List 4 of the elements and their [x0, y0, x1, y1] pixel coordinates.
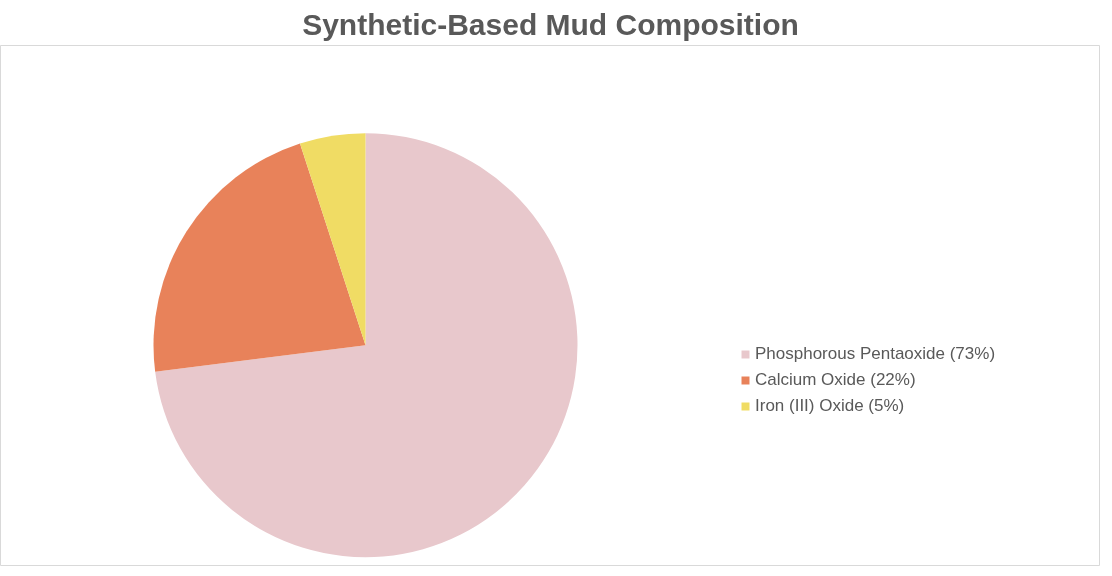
legend-label: Iron (III) Oxide (5%): [755, 396, 905, 416]
chart-title: Synthetic-Based Mud Composition: [302, 7, 799, 41]
legend-label: Calcium Oxide (22%): [755, 370, 916, 390]
legend-label: Phosphorous Pentaoxide (73%): [755, 344, 996, 364]
